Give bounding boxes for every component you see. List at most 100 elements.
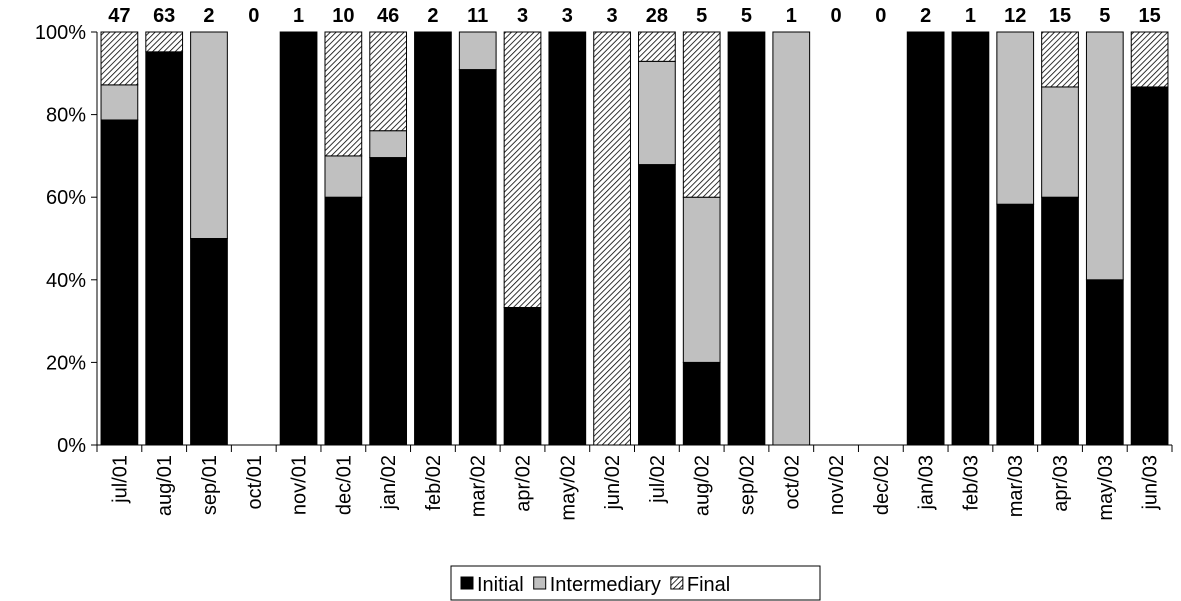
bar-segment [369,31,408,132]
bar-segment [951,31,990,446]
x-tick-label: jun/03 [1140,455,1162,511]
bar-segment [682,196,721,363]
bar-segment [996,203,1035,446]
total-label: 3 [517,5,528,27]
x-tick-label: oct/01 [244,455,266,509]
total-label: 3 [607,5,618,27]
x-tick-label: oct/02 [781,455,803,509]
x-tick-label: nov/01 [289,455,311,515]
bar-segment [369,130,408,159]
x-tick-label: aug/01 [154,455,176,516]
bar-segment [458,31,497,71]
total-label: 0 [248,5,259,27]
total-label: 5 [1099,5,1110,27]
bar-segment [906,31,945,446]
legend-label: Final [687,574,730,596]
total-label: 47 [108,5,130,27]
y-tick-label: 40% [46,270,86,292]
total-label: 2 [203,5,214,27]
x-tick-label: jan/02 [378,455,400,511]
y-tick-label: 0% [57,435,86,457]
total-label: 15 [1049,5,1071,27]
total-label: 3 [562,5,573,27]
bar-segment [100,31,139,86]
x-tick-label: feb/03 [960,455,982,511]
bar-segment [682,361,721,446]
y-tick-label: 100% [35,22,86,44]
bar-segment [638,60,676,166]
x-tick-label: sep/02 [736,455,758,515]
bar-segment [593,31,631,446]
total-label: 12 [1004,5,1026,27]
bar-segment [503,31,542,308]
x-tick-label: apr/02 [513,455,535,512]
total-label: 1 [965,5,976,27]
x-tick-label: sep/01 [199,455,221,515]
bar-segment [145,31,184,53]
bar-segment [1085,31,1124,281]
bar-segment [414,31,452,446]
total-label: 0 [831,5,842,27]
total-label: 2 [427,5,438,27]
bar-segment [638,164,676,446]
x-tick-label: may/02 [557,455,579,521]
x-tick-label: aug/02 [692,455,714,516]
bar-segment [1085,279,1124,446]
x-tick-label: feb/02 [423,455,445,511]
bar-segment [458,69,497,446]
legend-swatch [670,576,684,590]
x-tick-label: mar/03 [1005,455,1027,517]
legend-box [450,565,821,601]
legend-label: Initial [477,574,524,596]
bar-segment [324,196,363,446]
bar-segment [369,157,408,446]
legend-swatch [460,576,474,590]
bar-segment [1130,31,1169,88]
bar-segment [324,31,363,157]
bar-segment [1041,86,1079,198]
legend: Initial Intermediary Final [450,565,821,601]
x-tick-label: mar/02 [468,455,490,517]
x-tick-label: jul/02 [647,455,669,504]
x-tick-label: may/03 [1095,455,1117,521]
bar-segment [145,51,184,446]
bar-segment [727,31,766,446]
y-tick-label: 20% [46,352,86,374]
x-tick-label: dec/01 [333,455,355,515]
total-label: 15 [1138,5,1160,27]
bar-segment [100,84,139,121]
bar-segment [772,31,811,446]
total-label: 28 [646,5,668,27]
total-label: 1 [786,5,797,27]
x-tick-label: jun/02 [602,455,624,511]
x-tick-label: dec/02 [871,455,893,515]
x-tick-label: jul/01 [109,455,131,504]
total-label: 5 [741,5,752,27]
bar-segment [682,31,721,198]
bar-segment [1041,31,1079,88]
y-tick-label: 60% [46,187,86,209]
bar-segment [324,155,363,198]
bar-segment [190,238,228,446]
bar-segment [279,31,318,446]
total-label: 46 [377,5,399,27]
total-label: 1 [293,5,304,27]
total-label: 0 [875,5,886,27]
bar-segment [1130,86,1169,446]
total-label: 63 [153,5,175,27]
total-label: 2 [920,5,931,27]
x-tick-label: nov/02 [826,455,848,515]
total-label: 5 [696,5,707,27]
legend-swatch [533,576,547,590]
bar-segment [190,31,228,239]
legend-label: Intermediary [550,574,661,596]
bar-segment [548,31,587,446]
bar-segment [996,31,1035,205]
total-label: 11 [467,5,488,27]
x-tick-label: jan/03 [916,455,938,511]
y-tick-label: 80% [46,105,86,127]
bar-segment [1041,196,1079,446]
bar-segment [100,119,139,446]
bar-segment [638,31,676,62]
